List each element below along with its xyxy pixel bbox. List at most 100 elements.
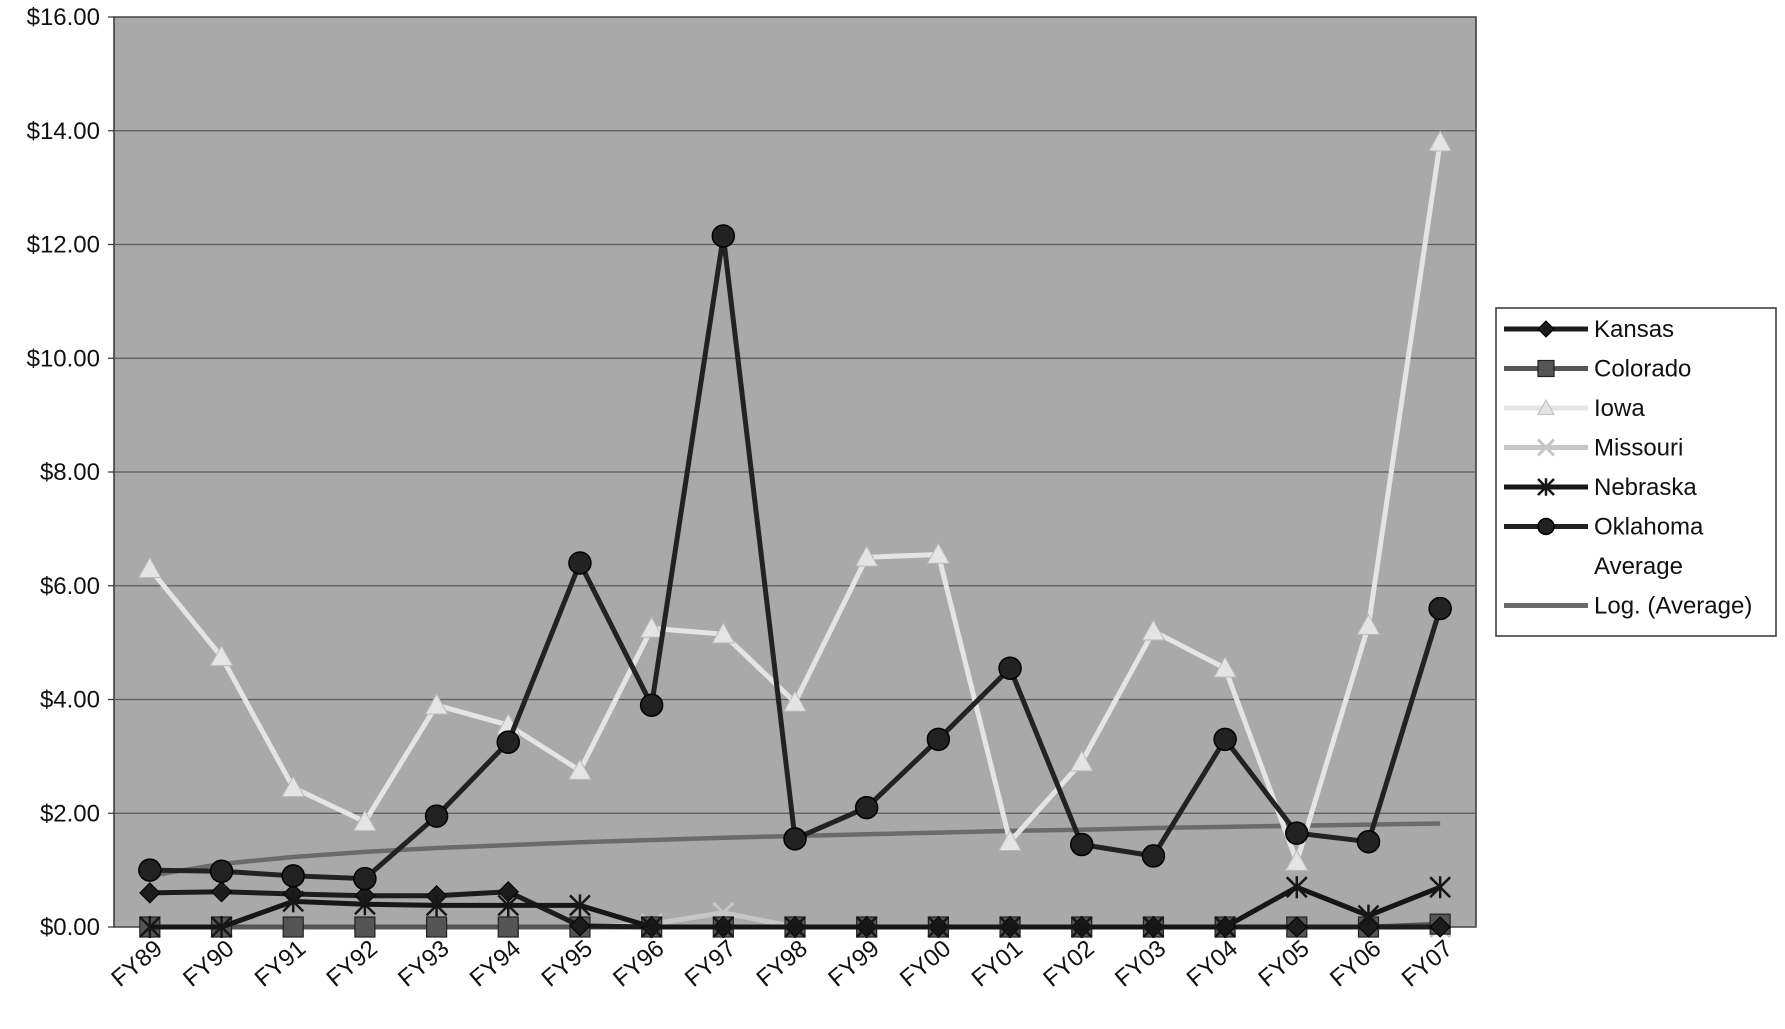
data-point — [1141, 844, 1166, 868]
data-point — [424, 693, 449, 715]
data-point — [1142, 916, 1165, 938]
data-point — [1286, 916, 1308, 938]
data-point — [1284, 849, 1309, 871]
data-point — [568, 551, 592, 575]
y-tick-label: $4.00 — [40, 687, 100, 714]
data-point — [1285, 876, 1308, 899]
data-point — [1356, 829, 1381, 854]
legend-item: Missouri — [1504, 435, 1683, 462]
legend-marker — [1536, 438, 1556, 457]
legend-item: Kansas — [1504, 316, 1674, 343]
x-tick-label: FY07 — [1397, 935, 1458, 993]
y-tick-label: $2.00 — [40, 800, 100, 827]
series-lines — [137, 130, 1453, 939]
legend-item: Average — [1594, 553, 1683, 580]
x-tick-label: FY06 — [1325, 935, 1386, 993]
data-point — [209, 859, 234, 884]
data-point — [568, 758, 592, 780]
x-tick-label: FY03 — [1110, 935, 1171, 993]
data-point — [354, 916, 376, 938]
data-point — [999, 916, 1021, 938]
data-point — [281, 775, 306, 797]
data-point — [1428, 130, 1453, 152]
legend: Kansas Colorado Iowa Missouri Nebraska Oklaho… — [1495, 307, 1777, 637]
y-tick-label: $12.00 — [27, 232, 100, 259]
data-point — [640, 916, 663, 938]
x-tick-label: FY97 — [680, 935, 741, 993]
x-tick-label: FY91 — [250, 935, 311, 993]
y-tick-label: $8.00 — [40, 459, 100, 486]
legend-label: Iowa — [1594, 395, 1645, 422]
legend-label: Oklahoma — [1594, 514, 1704, 541]
data-point — [1213, 727, 1237, 752]
y-tick-label: $0.00 — [40, 914, 100, 941]
x-tick-label: FY99 — [823, 935, 884, 993]
data-point — [998, 656, 1022, 680]
legend-marker — [1537, 517, 1555, 536]
x-tick-label: FY89 — [106, 935, 167, 993]
data-point — [282, 916, 304, 938]
data-point — [1069, 750, 1094, 772]
x-axis-tick-labels: FY89 FY90 FY91 FY92 FY93 FY94 FY95 FY96 FY97 FY98… — [106, 927, 1458, 992]
data-point — [1069, 832, 1094, 857]
data-point — [354, 893, 376, 916]
data-point — [926, 542, 951, 564]
data-point — [711, 224, 736, 248]
series-iowa — [137, 130, 1453, 871]
x-tick-label: FY00 — [895, 935, 956, 993]
data-point — [639, 616, 664, 638]
data-point — [210, 881, 233, 903]
legend-label: Average — [1594, 553, 1683, 580]
data-point — [138, 916, 161, 938]
x-tick-label: FY90 — [178, 935, 239, 993]
data-point — [1141, 619, 1166, 641]
data-point — [854, 545, 879, 567]
data-point — [425, 894, 448, 917]
x-tick-label: FY92 — [321, 935, 382, 993]
legend-label: Kansas — [1594, 316, 1674, 343]
data-point — [855, 916, 878, 938]
y-tick-label: $10.00 — [27, 345, 100, 372]
data-point — [569, 915, 591, 937]
data-point — [639, 693, 664, 717]
data-point — [1357, 904, 1380, 927]
data-point — [282, 890, 305, 913]
data-point — [1356, 613, 1381, 635]
data-point — [927, 916, 950, 938]
data-point — [210, 916, 233, 938]
legend-item: Colorado — [1504, 356, 1691, 383]
series-nebraska — [138, 876, 1452, 938]
data-point — [711, 622, 736, 644]
data-point — [1213, 656, 1237, 678]
data-point — [784, 916, 806, 938]
series-oklahoma — [138, 224, 1452, 891]
legend-item: Oklahoma — [1504, 514, 1704, 541]
data-point — [1070, 916, 1093, 938]
data-point — [138, 858, 162, 882]
legend-item: Nebraska — [1504, 474, 1697, 501]
legend-item: Iowa — [1504, 395, 1645, 422]
data-point — [1428, 596, 1452, 621]
legend-marker — [1537, 398, 1555, 415]
x-tick-label: FY04 — [1182, 935, 1243, 993]
x-tick-label: FY95 — [536, 935, 597, 993]
data-point — [497, 916, 519, 938]
data-point — [425, 916, 448, 938]
data-point — [1214, 916, 1236, 938]
data-point — [497, 894, 520, 917]
data-point — [569, 894, 591, 917]
data-point — [854, 795, 879, 820]
data-point — [926, 727, 951, 752]
legend-marker — [1537, 320, 1555, 338]
legend-label: Log. (Average) — [1594, 593, 1752, 620]
data-point — [353, 809, 377, 832]
y-tick-label: $6.00 — [40, 573, 100, 600]
legend-marker — [1537, 478, 1555, 496]
data-point — [353, 866, 377, 891]
x-tick-label: FY02 — [1038, 935, 1099, 993]
data-point — [137, 556, 162, 578]
data-point — [1429, 916, 1451, 938]
x-tick-label: FY93 — [393, 935, 454, 993]
legend-marker — [1537, 359, 1555, 378]
data-point — [496, 730, 521, 754]
